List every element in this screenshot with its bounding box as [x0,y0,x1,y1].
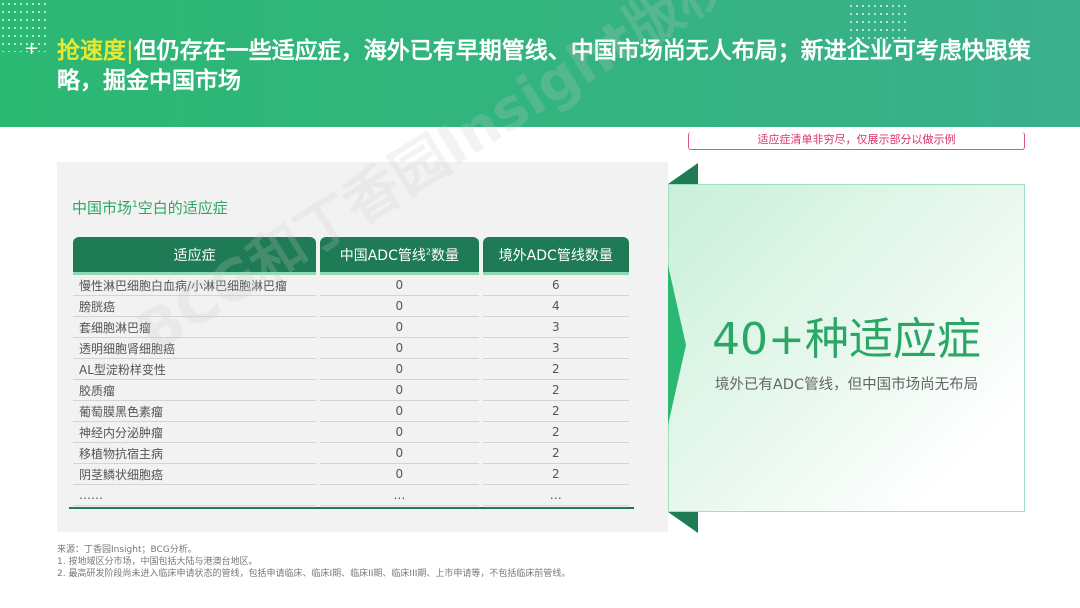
overseas-count-cell: 2 [482,443,629,464]
china-count-cell: 0 [320,338,479,359]
corner-decoration [668,512,698,533]
china-count-cell: 0 [320,317,479,338]
table-bottom-rule [69,507,634,509]
column-header: 适应症 [73,237,317,275]
table-row: 移植物抗宿主病 0 2 [73,443,629,464]
table-row: 套细胞淋巴瘤 0 3 [73,317,629,338]
table-row: 透明细胞肾细胞癌 0 3 [73,338,629,359]
table-row: ………… [73,485,629,506]
overseas-count-cell: 3 [482,317,629,338]
indication-cell: AL型淀粉样变性 [73,359,317,380]
overseas-count-cell: 2 [482,359,629,380]
callout-subtext: 境外已有ADC管线，但中国市场尚无布局 [714,377,979,393]
china-count-cell: 0 [320,275,479,296]
title-separator: | [126,38,134,64]
overseas-count-cell: 3 [482,338,629,359]
indication-cell: 胶质瘤 [73,380,317,401]
indication-cell: …… [73,485,317,506]
china-count-cell: 0 [320,443,479,464]
overseas-count-cell: 2 [482,464,629,485]
callout-headline: 40+种适应症 [712,314,981,365]
indications-table: 适应症 中国ADC管线2数量 境外ADC管线数量 慢性淋巴细胞白血病/小淋巴细胞… [69,237,633,506]
indication-cell: 套细胞淋巴瘤 [73,317,317,338]
panel-title: 中国市场1空白的适应症 [72,199,228,217]
table-row: 膀胱癌 0 4 [73,296,629,317]
decorative-dots [848,2,910,44]
corner-decoration [668,163,698,184]
indication-cell: 葡萄膜黑色素瘤 [73,401,317,422]
footnotes: 来源：丁香园Insight；BCG分析。 1. 按地域区分市场，中国包括大陆与港… [57,544,570,580]
china-count-cell: 0 [320,464,479,485]
table-row: 神经内分泌肿瘤 0 2 [73,422,629,443]
decorative-dots [0,0,46,52]
overseas-count-cell: 2 [482,422,629,443]
indication-cell: 透明细胞肾细胞癌 [73,338,317,359]
overseas-count-cell: 6 [482,275,629,296]
title-highlight: 抢速度 [57,38,126,64]
indication-cell: 慢性淋巴细胞白血病/小淋巴细胞淋巴瘤 [73,275,317,296]
table-row: 胶质瘤 0 2 [73,380,629,401]
china-count-cell: 0 [320,380,479,401]
indication-cell: 膀胱癌 [73,296,317,317]
overseas-count-cell: 4 [482,296,629,317]
page-title: 抢速度|但仍存在一些适应症，海外已有早期管线、中国市场尚无人布局；新进企业可考虑… [57,36,1037,96]
column-header: 境外ADC管线数量 [482,237,629,275]
title-text: 但仍存在一些适应症，海外已有早期管线、中国市场尚无人布局；新进企业可考虑快跟策略… [57,38,1031,94]
overseas-count-cell: … [482,485,629,506]
callout-box [668,184,1025,512]
indication-cell: 阴茎鳞状细胞癌 [73,464,317,485]
table-row: 阴茎鳞状细胞癌 0 2 [73,464,629,485]
column-header: 中国ADC管线2数量 [320,237,479,275]
china-count-cell: 0 [320,401,479,422]
overseas-count-cell: 2 [482,401,629,422]
china-count-cell: … [320,485,479,506]
table-row: 葡萄膜黑色素瘤 0 2 [73,401,629,422]
footnote: 1. 按地域区分市场，中国包括大陆与港澳台地区。 [57,557,258,567]
table-panel [57,162,668,532]
disclaimer-note: 适应症清单非穷尽，仅展示部分以做示例 [688,132,1025,150]
china-count-cell: 0 [320,422,479,443]
source-note: 来源：丁香园Insight；BCG分析。 [57,545,197,555]
table-row: AL型淀粉样变性 0 2 [73,359,629,380]
indication-cell: 移植物抗宿主病 [73,443,317,464]
overseas-count-cell: 2 [482,380,629,401]
plus-icon: + [24,38,40,59]
footnote: 2. 最高研发阶段尚未进入临床申请状态的管线，包括申请临床、临床I期、临床II期… [57,569,571,579]
indication-cell: 神经内分泌肿瘤 [73,422,317,443]
table-row: 慢性淋巴细胞白血病/小淋巴细胞淋巴瘤 0 6 [73,275,629,296]
arrow-pointer-icon [668,265,686,425]
china-count-cell: 0 [320,359,479,380]
china-count-cell: 0 [320,296,479,317]
header-banner: + 抢速度|但仍存在一些适应症，海外已有早期管线、中国市场尚无人布局；新进企业可… [0,0,1080,127]
